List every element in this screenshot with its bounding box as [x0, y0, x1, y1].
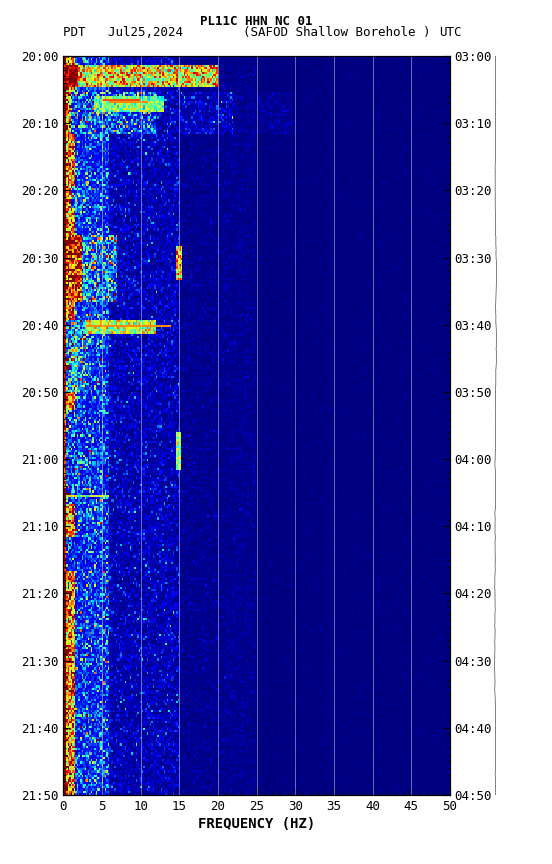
- Text: PL11C HHN NC 01: PL11C HHN NC 01: [200, 15, 313, 28]
- Text: (SAFOD Shallow Borehole ): (SAFOD Shallow Borehole ): [243, 26, 431, 39]
- X-axis label: FREQUENCY (HZ): FREQUENCY (HZ): [198, 816, 315, 831]
- Text: UTC: UTC: [439, 26, 461, 39]
- Text: PDT   Jul25,2024: PDT Jul25,2024: [63, 26, 183, 39]
